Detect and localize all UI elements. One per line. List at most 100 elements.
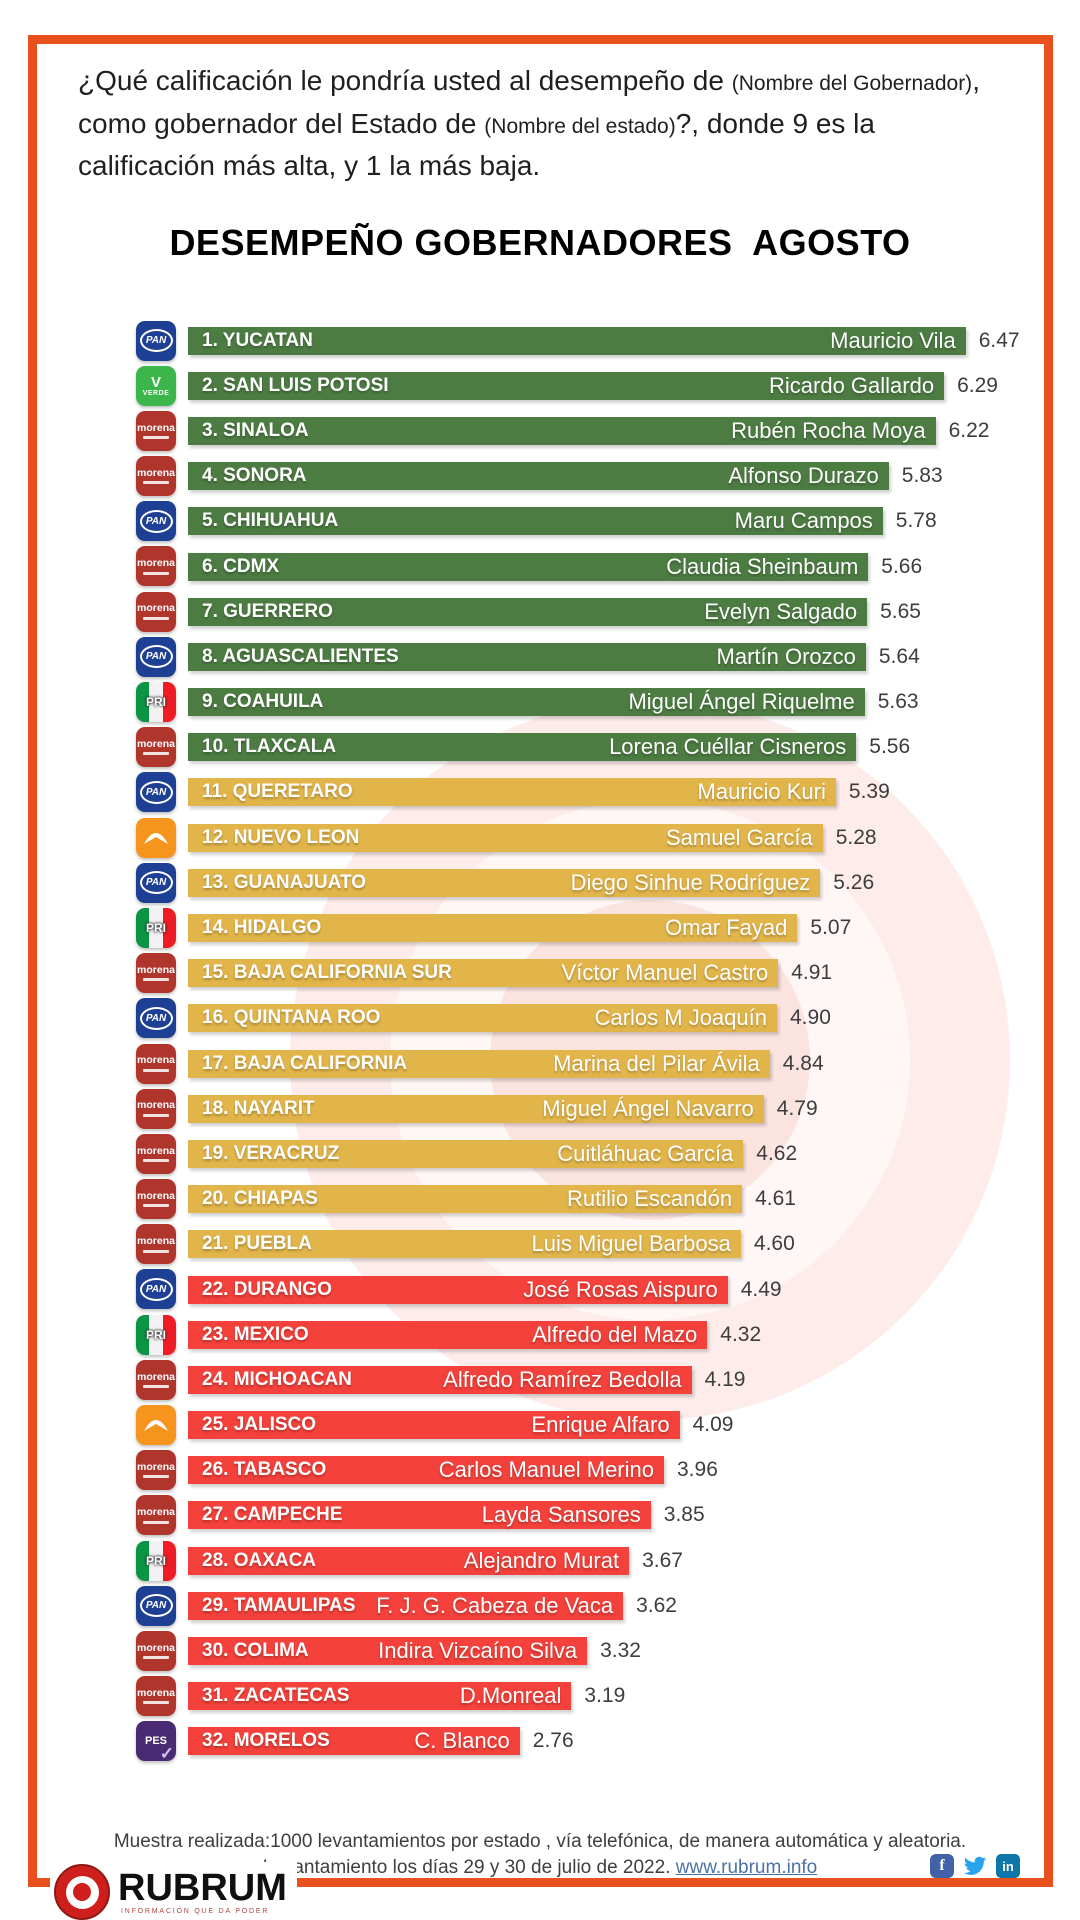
table-row: PRI 23. MEXICO Alfredo del Mazo 4.32 (0, 1312, 1080, 1357)
state-label: 22. DURANGO (202, 1278, 332, 1300)
state-label: 17. BAJA CALIFORNIA (202, 1052, 408, 1074)
rating-bar: 15. BAJA CALIFORNIA SUR Víctor Manuel Ca… (188, 959, 779, 988)
table-row: V VERDE 2. SAN LUIS POTOSI Ricardo Gallar… (0, 363, 1080, 408)
pri-logo-icon: PRI (136, 682, 176, 722)
state-label: 14. HIDALGO (202, 917, 322, 939)
pan-logo-icon: PAN (136, 772, 176, 813)
state-label: 26. TABASCO (202, 1459, 327, 1481)
rating-bar: 6. CDMX Claudia Sheinbaum (188, 552, 869, 581)
rating-value: 3.32 (600, 1639, 641, 1663)
rating-bar: 31. ZACATECAS D.Monreal (188, 1682, 572, 1711)
governor-name: Lorena Cuéllar Cisneros (609, 734, 847, 760)
footer: Muestra realizada:1000 levantamientos po… (0, 1829, 1080, 1881)
table-row: morena 4. SONORA Alfonso Durazo 5.83 (0, 454, 1080, 499)
rating-value: 4.49 (740, 1277, 782, 1301)
rubrum-brand-tagline: INFORMACIÓN QUE DA PODER (121, 1908, 270, 1915)
social-icons: f in (930, 1854, 1020, 1878)
pan-logo-icon: PAN (136, 862, 176, 903)
rating-bar: 18. NAYARIT Miguel Ángel Navarro (188, 1094, 764, 1123)
table-row: PES ✓ 32. MORELOS C. Blanco 2.76 (0, 1719, 1080, 1764)
rating-bar: 28. OAXACA Alejandro Murat (188, 1546, 630, 1575)
governor-name: Carlos Manuel Merino (438, 1457, 654, 1483)
state-label: 31. ZACATECAS (202, 1685, 350, 1707)
state-label: 18. NAYARIT (202, 1097, 315, 1119)
rating-value: 4.91 (791, 961, 833, 985)
pan-logo-icon: PAN (136, 1585, 176, 1626)
morena-logo-icon: morena (136, 591, 176, 632)
table-row: morena 10. TLAXCALA Lorena Cuéllar Cisne… (0, 725, 1080, 770)
governor-name: Rubén Rocha Moya (731, 417, 926, 443)
governor-name: Samuel García (665, 824, 813, 850)
governor-name: Marina del Pilar Ávila (553, 1050, 760, 1076)
state-label: 29. TAMAULIPAS (202, 1594, 356, 1616)
table-row: morena 17. BAJA CALIFORNIA Marina del Pi… (0, 1041, 1080, 1086)
table-row: PRI 9. COAHUILA Miguel Ángel Riquelme 5.… (0, 680, 1080, 725)
table-row: morena 26. TABASCO Carlos Manuel Merino … (0, 1448, 1080, 1493)
rating-bar: 2. SAN LUIS POTOSI Ricardo Gallardo (188, 371, 945, 400)
rating-bar: 26. TABASCO Carlos Manuel Merino (188, 1456, 664, 1485)
morena-logo-icon: morena (136, 1179, 176, 1220)
table-row: morena 21. PUEBLA Luis Miguel Barbosa 4.… (0, 1222, 1080, 1267)
rating-value: 5.78 (895, 509, 937, 533)
rating-value: 5.65 (880, 599, 921, 623)
rating-bar: 20. CHIAPAS Rutilio Escandón (188, 1185, 743, 1214)
state-label: 8. AGUASCALIENTES (202, 645, 399, 667)
rating-bar: 30. COLIMA Indira Vizcaíno Silva (188, 1637, 588, 1666)
table-row: PAN 22. DURANGO José Rosas Aispuro 4.49 (0, 1267, 1080, 1312)
table-row: morena 3. SINALOA Rubén Rocha Moya 6.22 (0, 408, 1080, 453)
state-label: 11. QUERETARO (202, 781, 353, 803)
pan-logo-icon: PAN (136, 998, 176, 1039)
rating-bar: 1. YUCATAN Mauricio Vila (188, 326, 966, 355)
morena-logo-icon: morena (136, 1495, 176, 1536)
morena-logo-icon: morena (136, 410, 176, 451)
rating-bar: 4. SONORA Alfonso Durazo (188, 462, 889, 491)
governor-name: Miguel Ángel Riquelme (628, 689, 855, 715)
linkedin-icon[interactable]: in (996, 1854, 1020, 1878)
state-label: 24. MICHOACAN (202, 1368, 352, 1390)
rating-bar: 27. CAMPECHE Layda Sansores (188, 1501, 651, 1530)
rating-value: 3.85 (663, 1503, 705, 1527)
rating-bar: 12. NUEVO LEON Samuel García (188, 823, 823, 852)
governor-name: Alejandro Murat (463, 1547, 620, 1573)
governor-name: Mauricio Vila (830, 327, 956, 353)
table-row: PRI 14. HIDALGO Omar Fayad 5.07 (0, 905, 1080, 950)
rating-bar: 22. DURANGO José Rosas Aispuro (188, 1275, 728, 1304)
morena-logo-icon: morena (136, 1043, 176, 1084)
rating-value: 4.90 (790, 1006, 831, 1030)
state-label: 15. BAJA CALIFORNIA SUR (202, 962, 452, 984)
rating-bar: 17. BAJA CALIFORNIA Marina del Pilar Ávi… (188, 1049, 770, 1078)
state-label: 30. COLIMA (202, 1640, 309, 1662)
rating-bar: 29. TAMAULIPAS F. J. G. Cabeza de Vaca (188, 1591, 624, 1620)
governor-name: F. J. G. Cabeza de Vaca (376, 1592, 614, 1618)
rubrum-logo: RUBRUM INFORMACIÓN QUE DA PODER (50, 1862, 297, 1920)
rating-value: 5.39 (848, 780, 890, 804)
twitter-icon[interactable] (963, 1854, 987, 1878)
morena-logo-icon: morena (136, 1088, 176, 1129)
rubrum-brand-name: RUBRUM (118, 1867, 287, 1909)
rating-bar: 8. AGUASCALIENTES Martín Orozco (188, 642, 866, 671)
morena-logo-icon: morena (136, 1359, 176, 1400)
state-label: 13. GUANAJUATO (202, 871, 366, 893)
rating-value: 5.56 (869, 735, 911, 759)
state-label: 7. GUERRERO (202, 600, 333, 622)
state-label: 19. VERACRUZ (202, 1142, 340, 1164)
rubrum-link[interactable]: www.rubrum.info (675, 1857, 818, 1878)
state-label: 4. SONORA (202, 465, 307, 487)
governor-name: Martín Orozco (716, 643, 856, 669)
governor-name: Rutilio Escandón (566, 1186, 733, 1212)
morena-logo-icon: morena (136, 546, 176, 587)
table-row: morena 7. GUERRERO Evelyn Salgado 5.65 (0, 589, 1080, 634)
table-row: 12. NUEVO LEON Samuel García 5.28 (0, 815, 1080, 860)
rating-value: 4.60 (753, 1232, 795, 1256)
rating-bar: 9. COAHUILA Miguel Ángel Riquelme (188, 688, 865, 717)
survey-question: ¿Qué calificación le pondría usted al de… (78, 65, 980, 182)
rating-value: 4.79 (776, 1096, 818, 1120)
table-row: PAN 1. YUCATAN Mauricio Vila 6.47 (0, 318, 1080, 363)
rating-bar: 5. CHIHUAHUA Maru Campos (188, 507, 883, 536)
frame-border (28, 35, 1053, 1887)
table-row: PAN 11. QUERETARO Mauricio Kuri 5.39 (0, 770, 1080, 815)
governor-name: Cuitláhuac García (557, 1140, 734, 1166)
table-row: morena 24. MICHOACAN Alfredo Ramírez Bed… (0, 1357, 1080, 1402)
state-label: 16. QUINTANA ROO (202, 1007, 381, 1029)
facebook-icon[interactable]: f (930, 1854, 954, 1878)
